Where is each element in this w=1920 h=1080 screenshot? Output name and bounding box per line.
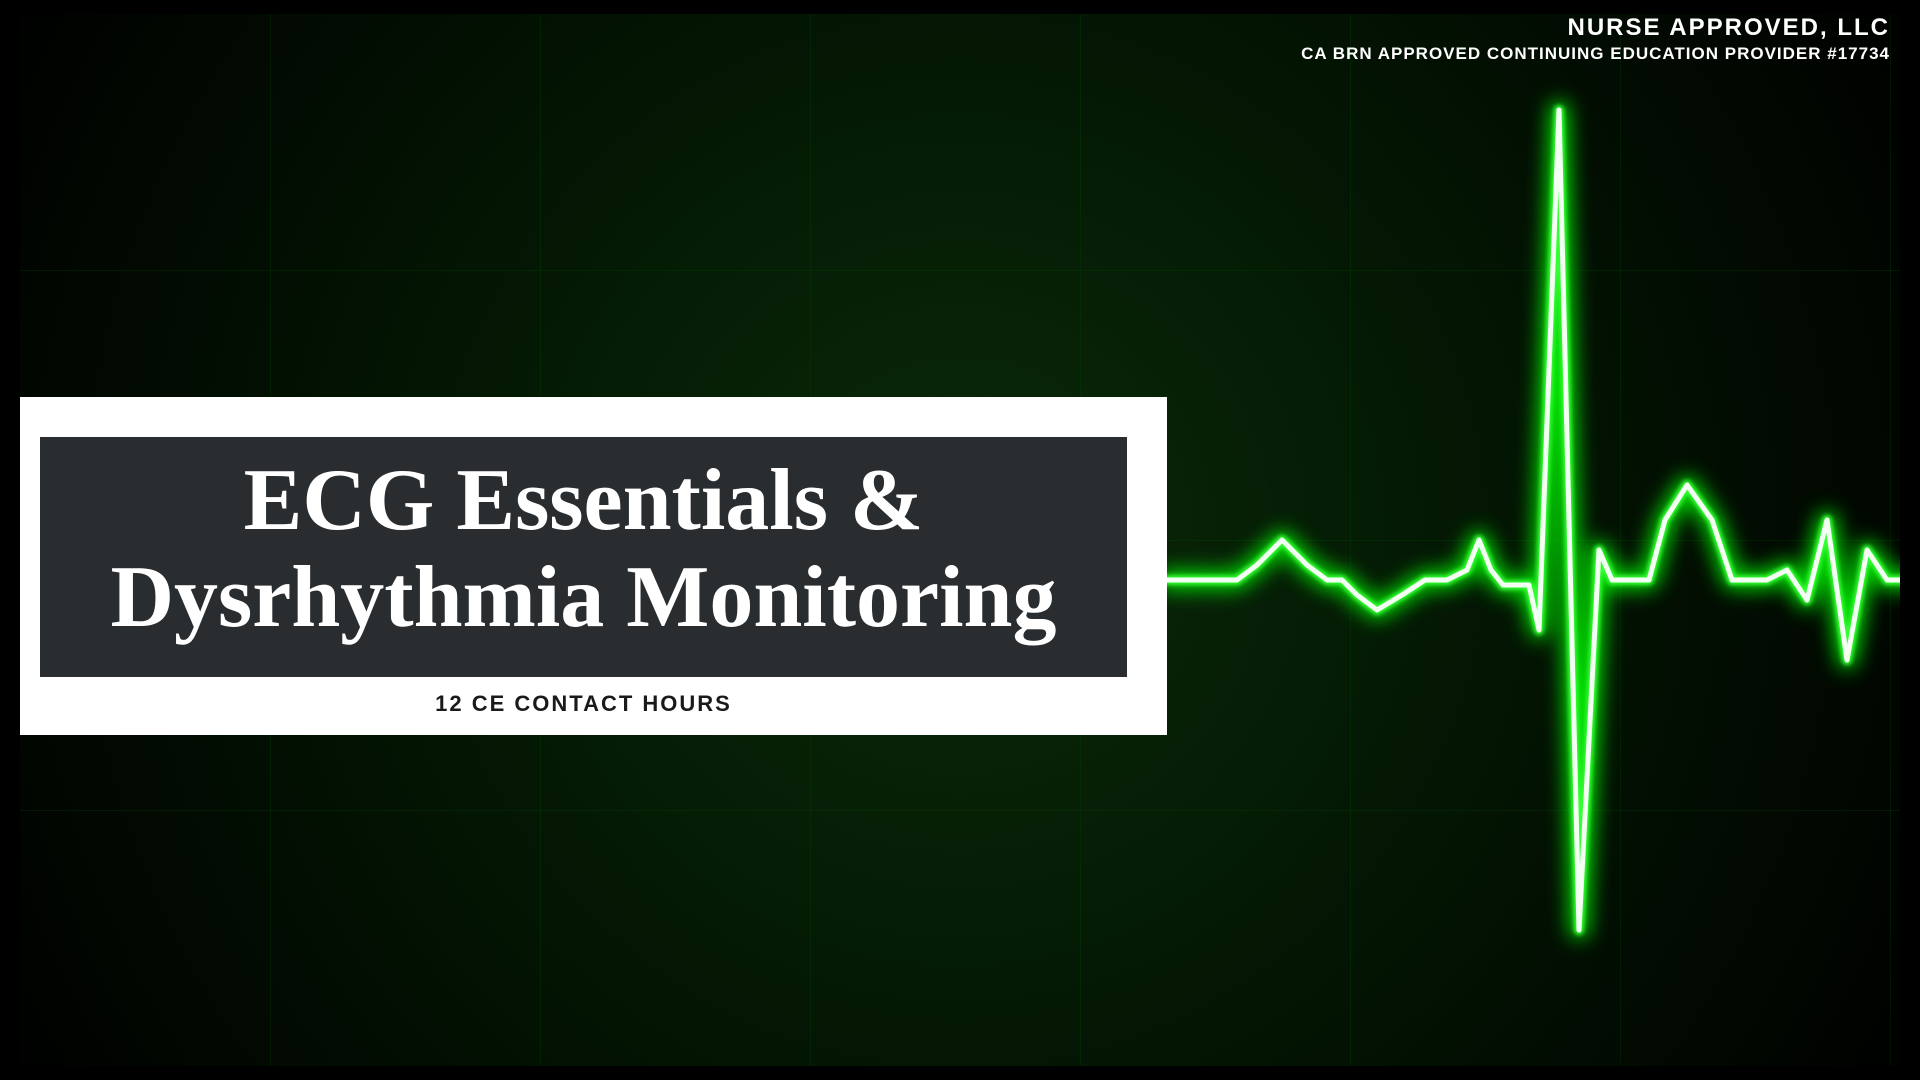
provider-line: CA BRN APPROVED CONTINUING EDUCATION PRO… xyxy=(1301,44,1890,64)
title-block: ECG Essentials & Dysrhythmia Monitoring … xyxy=(0,397,1167,735)
header-block: NURSE APPROVED, LLC CA BRN APPROVED CONT… xyxy=(1301,14,1890,64)
company-name: NURSE APPROVED, LLC xyxy=(1301,14,1890,42)
title-line-1: ECG Essentials & xyxy=(70,455,1097,547)
subtitle: 12 CE CONTACT HOURS xyxy=(40,691,1127,717)
title-line-2: Dysrhythmia Monitoring xyxy=(70,547,1097,648)
title-inner: ECG Essentials & Dysrhythmia Monitoring xyxy=(40,437,1127,677)
